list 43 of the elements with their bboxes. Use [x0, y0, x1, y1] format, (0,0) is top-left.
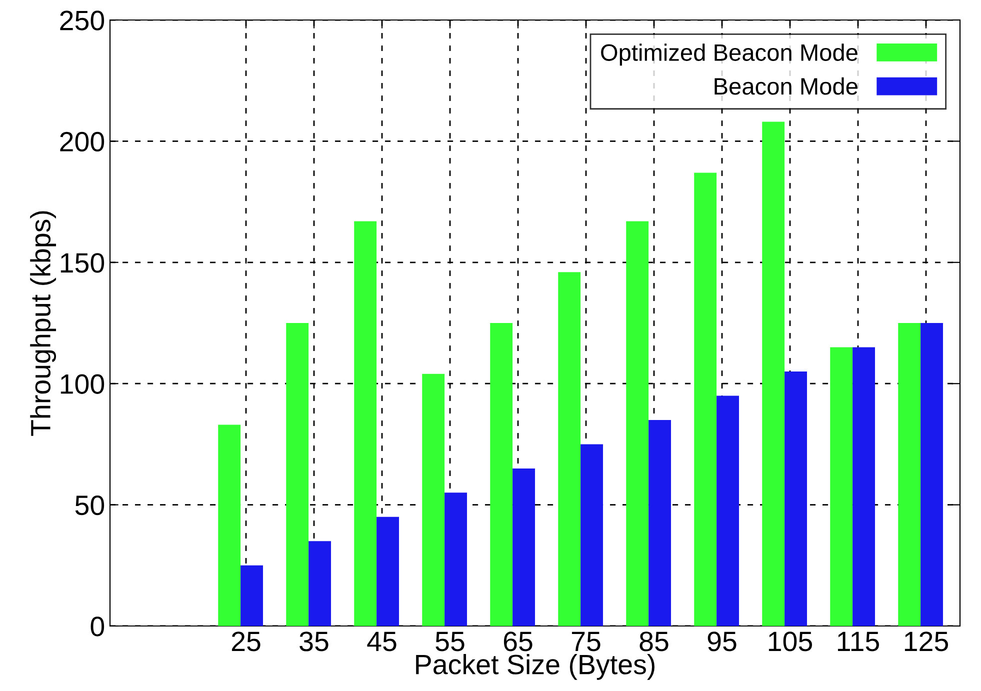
- bar: [376, 516, 399, 626]
- bar: [762, 122, 785, 626]
- bar: [240, 565, 263, 626]
- x-tick-label: 65: [504, 632, 532, 652]
- x-axis-title: Packet Size (Bytes): [416, 654, 654, 680]
- bar: [512, 468, 535, 626]
- x-tick-label: 25: [232, 632, 260, 652]
- y-tick-label: 100: [60, 374, 104, 394]
- bar: [830, 347, 853, 626]
- bar: [422, 374, 445, 626]
- bar: [580, 444, 603, 626]
- bar: [444, 492, 467, 626]
- bar: [784, 371, 807, 626]
- bar: [308, 541, 331, 626]
- bar: [694, 172, 717, 626]
- bar: [852, 347, 875, 626]
- bar: [716, 396, 739, 626]
- legend-label: Beacon Mode: [714, 77, 858, 95]
- bar: [648, 420, 671, 626]
- x-tick-label: 125: [904, 632, 948, 652]
- bar: [354, 221, 377, 626]
- bar: [558, 272, 581, 626]
- x-tick-label: 75: [572, 632, 600, 652]
- y-tick-label: 0: [90, 616, 104, 636]
- y-tick-label: 250: [60, 10, 104, 30]
- x-tick-label: 35: [300, 632, 328, 652]
- x-tick-label: 105: [768, 632, 812, 652]
- y-tick-label: 150: [60, 253, 104, 273]
- y-tick-label: 50: [75, 495, 104, 516]
- x-tick-label: 85: [640, 632, 668, 652]
- bar: [218, 424, 241, 626]
- y-axis-title: Throughput (kbps): [30, 211, 56, 436]
- x-tick-label: 55: [436, 632, 464, 652]
- legend-label: Optimized Beacon Mode: [601, 44, 858, 66]
- x-tick-label: 45: [367, 632, 396, 652]
- bar: [920, 323, 943, 626]
- x-tick-label: 95: [708, 632, 736, 652]
- bar: [898, 323, 921, 626]
- bar: [286, 323, 309, 626]
- x-tick-label: 115: [838, 632, 879, 652]
- bar: [490, 323, 513, 626]
- y-tick-label: 200: [60, 132, 104, 152]
- bar: [626, 221, 649, 626]
